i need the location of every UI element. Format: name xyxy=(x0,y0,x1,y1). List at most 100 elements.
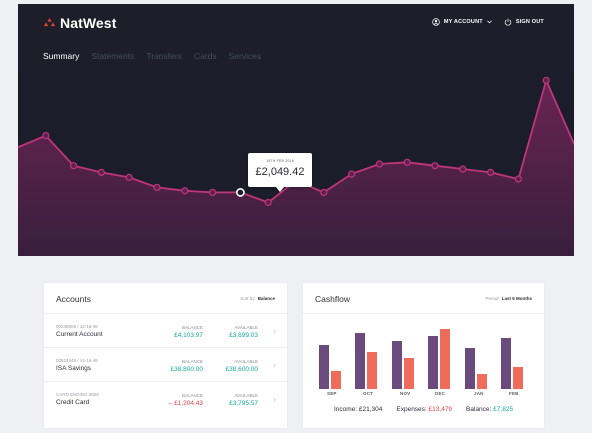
expense-bar-dec[interactable] xyxy=(440,329,450,389)
expense-bar-sep[interactable] xyxy=(331,371,341,389)
data-point[interactable] xyxy=(42,131,50,140)
expense-bar-oct[interactable] xyxy=(367,352,377,389)
data-point[interactable] xyxy=(125,173,133,181)
available-label: AVAILABLE xyxy=(234,325,258,330)
month-label: DEC xyxy=(435,391,446,396)
account-name: ISA Savings xyxy=(56,365,92,372)
tab-cards[interactable]: Cards xyxy=(193,51,217,61)
account-number: 00235909 / 14-16-46 xyxy=(56,324,98,329)
account-available: £3,795.57 xyxy=(229,400,258,407)
income-bar-feb[interactable] xyxy=(501,338,511,389)
income-bar-jan[interactable] xyxy=(465,348,475,389)
cashflow-bar-chart xyxy=(319,329,523,389)
data-point[interactable] xyxy=(320,188,328,197)
data-point[interactable] xyxy=(403,158,411,166)
income-bar-sep[interactable] xyxy=(319,345,329,389)
available-label: AVAILABLE xyxy=(234,359,258,364)
power-icon xyxy=(504,18,512,26)
account-balance: £38,800.00 xyxy=(170,366,203,373)
data-point[interactable] xyxy=(542,76,550,84)
data-point[interactable] xyxy=(514,175,522,183)
month-label: NOV xyxy=(400,391,411,396)
account-row-current[interactable]: 00235909 / 14-16-46 Current Account BALA… xyxy=(44,314,287,348)
chevron-right-icon: › xyxy=(273,326,276,336)
cashflow-period[interactable]: Period: Last 6 Months xyxy=(485,296,532,301)
cashflow-title: Cashflow xyxy=(315,294,350,304)
my-account-menu[interactable]: MY ACCOUNT xyxy=(432,18,492,26)
month-label: SEP xyxy=(327,391,337,396)
balance-label: BALANCE xyxy=(181,325,203,330)
my-account-label: MY ACCOUNT xyxy=(443,19,483,25)
account-number: 00524449 / 14-16-46 xyxy=(56,358,98,363)
account-row-credit-card[interactable]: CARD ENDING 3009 Credit Card BALANCE – £… xyxy=(44,382,287,415)
accounts-card: Accounts Sort by: Balance 00235909 / 14-… xyxy=(44,283,287,428)
account-row-isa[interactable]: 00524449 / 14-16-46 ISA Savings BALANCE … xyxy=(44,348,287,382)
expense-bar-feb[interactable] xyxy=(513,367,523,389)
top-nav: MY ACCOUNT SIGN OUT xyxy=(432,18,544,26)
sign-out-button[interactable]: SIGN OUT xyxy=(504,18,544,26)
account-balance: £4,103.97 xyxy=(174,332,203,339)
expenses-summary: Expenses: £13,479 xyxy=(396,406,453,413)
brand-logo[interactable]: NatWest xyxy=(44,15,116,31)
chevron-right-icon: › xyxy=(273,360,276,370)
data-point[interactable] xyxy=(69,162,78,170)
income-value: £21,304 xyxy=(358,406,383,413)
tab-statements[interactable]: Statements xyxy=(91,51,135,61)
income-bar-oct[interactable] xyxy=(355,333,365,389)
expenses-value: £13,479 xyxy=(428,406,453,413)
balance-tooltip: 19TH FEB 2016 £2,049.42 xyxy=(248,153,312,192)
account-available: £3,699.03 xyxy=(229,332,258,339)
period-value: Last 6 Months xyxy=(501,296,532,301)
brand-name: NatWest xyxy=(60,15,117,31)
data-point[interactable] xyxy=(181,187,189,195)
balance-label: BALANCE xyxy=(181,359,203,364)
available-label: AVAILABLE xyxy=(234,393,258,398)
account-name: Current Account xyxy=(56,331,103,338)
highlighted-point[interactable] xyxy=(235,188,245,197)
tab-transfers[interactable]: Transfers xyxy=(146,51,182,61)
accounts-title: Accounts xyxy=(56,294,91,304)
tab-services[interactable]: Services xyxy=(228,51,262,61)
balance-value: £7,825 xyxy=(493,406,514,413)
chevron-right-icon: › xyxy=(273,394,276,404)
hero: NatWest MY ACCOUNT SIGN OUT xyxy=(18,4,574,256)
account-balance: – £1,204.43 xyxy=(168,400,203,407)
accounts-sort[interactable]: Sort by: Balance xyxy=(240,296,275,301)
data-point[interactable] xyxy=(153,183,161,192)
data-point[interactable] xyxy=(459,165,467,173)
balance-area xyxy=(18,80,574,256)
balance-label: BALANCE xyxy=(181,393,203,398)
data-point[interactable] xyxy=(348,170,356,178)
data-point[interactable] xyxy=(209,188,217,197)
tooltip-date: 19TH FEB 2016 xyxy=(266,159,294,163)
cashflow-card: Cashflow Period: Last 6 Months SEP OCT N… xyxy=(303,283,544,428)
income-bar-dec[interactable] xyxy=(428,336,438,389)
account-number: CARD ENDING 3009 xyxy=(56,392,99,397)
expense-bar-jan[interactable] xyxy=(477,374,487,389)
data-point[interactable] xyxy=(97,168,106,176)
sort-value: Balance xyxy=(257,296,275,301)
tab-summary[interactable]: Summary xyxy=(43,51,80,61)
sort-label: Sort by: xyxy=(240,296,256,301)
month-label: FEB xyxy=(509,391,519,396)
data-point[interactable] xyxy=(375,160,383,168)
chevron-down-icon xyxy=(486,20,492,24)
tooltip-amount: £2,049.42 xyxy=(255,166,305,178)
user-icon xyxy=(432,18,440,26)
month-label: JAN xyxy=(474,391,484,396)
income-bar-nov[interactable] xyxy=(392,341,402,389)
period-label: Period: xyxy=(485,296,500,301)
natwest-logo-icon xyxy=(44,17,55,26)
account-available: £38,600.00 xyxy=(225,366,258,373)
month-label: OCT xyxy=(363,391,374,396)
data-point[interactable] xyxy=(487,168,495,176)
expense-bar-nov[interactable] xyxy=(404,358,414,389)
data-point[interactable] xyxy=(264,198,272,207)
balance-summary: Balance: £7,825 xyxy=(466,406,514,413)
sign-out-label: SIGN OUT xyxy=(515,19,544,25)
account-name: Credit Card xyxy=(56,399,90,406)
data-point[interactable] xyxy=(431,162,439,170)
balance-points xyxy=(42,76,550,207)
cashflow-summary: Income: £21,304 Expenses: £13,479 Balanc… xyxy=(303,406,544,413)
